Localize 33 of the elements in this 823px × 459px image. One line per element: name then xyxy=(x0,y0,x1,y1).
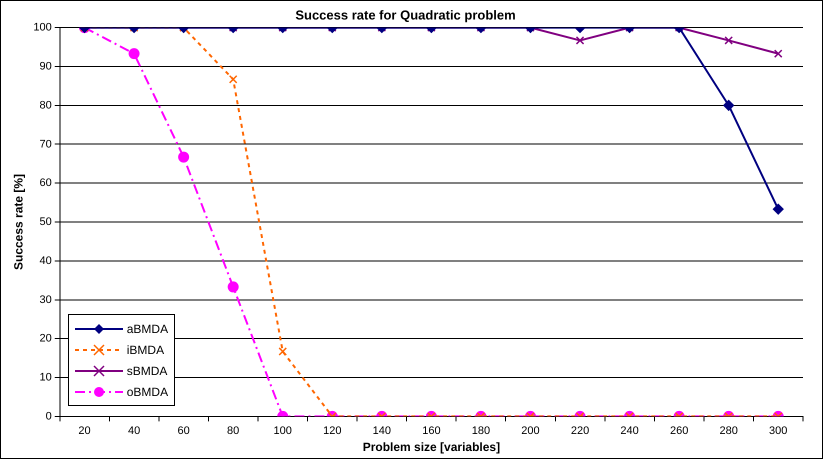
x-tick-label: 60 xyxy=(178,425,190,438)
x-tick-label: 140 xyxy=(372,425,392,438)
y-tick-label: 40 xyxy=(40,254,52,267)
y-tick-label: 0 xyxy=(46,410,52,422)
y-tick-label: 50 xyxy=(40,216,52,228)
x-tick-label: 80 xyxy=(227,425,240,438)
x-axis-title: Problem size [variables] xyxy=(362,440,500,454)
x-tick-label: 180 xyxy=(472,425,490,438)
x-tick-label: 160 xyxy=(422,425,441,438)
x-tick-label: 240 xyxy=(620,425,639,438)
x-tick-label: 120 xyxy=(323,425,342,438)
y-tick-label: 20 xyxy=(40,332,52,345)
x-tick-label: 220 xyxy=(570,425,590,438)
x-tick-label: 40 xyxy=(128,425,140,438)
x-tick-label: 300 xyxy=(769,425,788,438)
x-tick-label: 20 xyxy=(78,425,91,438)
y-tick-label: 30 xyxy=(40,294,52,306)
y-tick-label: 90 xyxy=(40,60,52,73)
y-axis-title: Success rate [%] xyxy=(12,174,26,270)
y-tick-label: 70 xyxy=(40,138,52,150)
legend-label: iBMDA xyxy=(126,342,164,357)
y-tick-label: 80 xyxy=(40,99,52,112)
x-tick-label: 260 xyxy=(670,425,688,438)
y-tick-label: 10 xyxy=(40,372,52,384)
chart-title: Success rate for Quadratic problem xyxy=(295,7,516,22)
x-tick-label: 100 xyxy=(274,425,292,438)
legend-label: aBMDA xyxy=(126,322,168,336)
y-tick-label: 60 xyxy=(40,177,52,190)
x-tick-label: 280 xyxy=(719,425,738,438)
x-tick-label: 200 xyxy=(521,425,540,438)
legend-label: sBMDA xyxy=(126,364,168,378)
legend-label: oBMDA xyxy=(126,384,168,399)
y-tick-label: 100 xyxy=(33,22,52,34)
